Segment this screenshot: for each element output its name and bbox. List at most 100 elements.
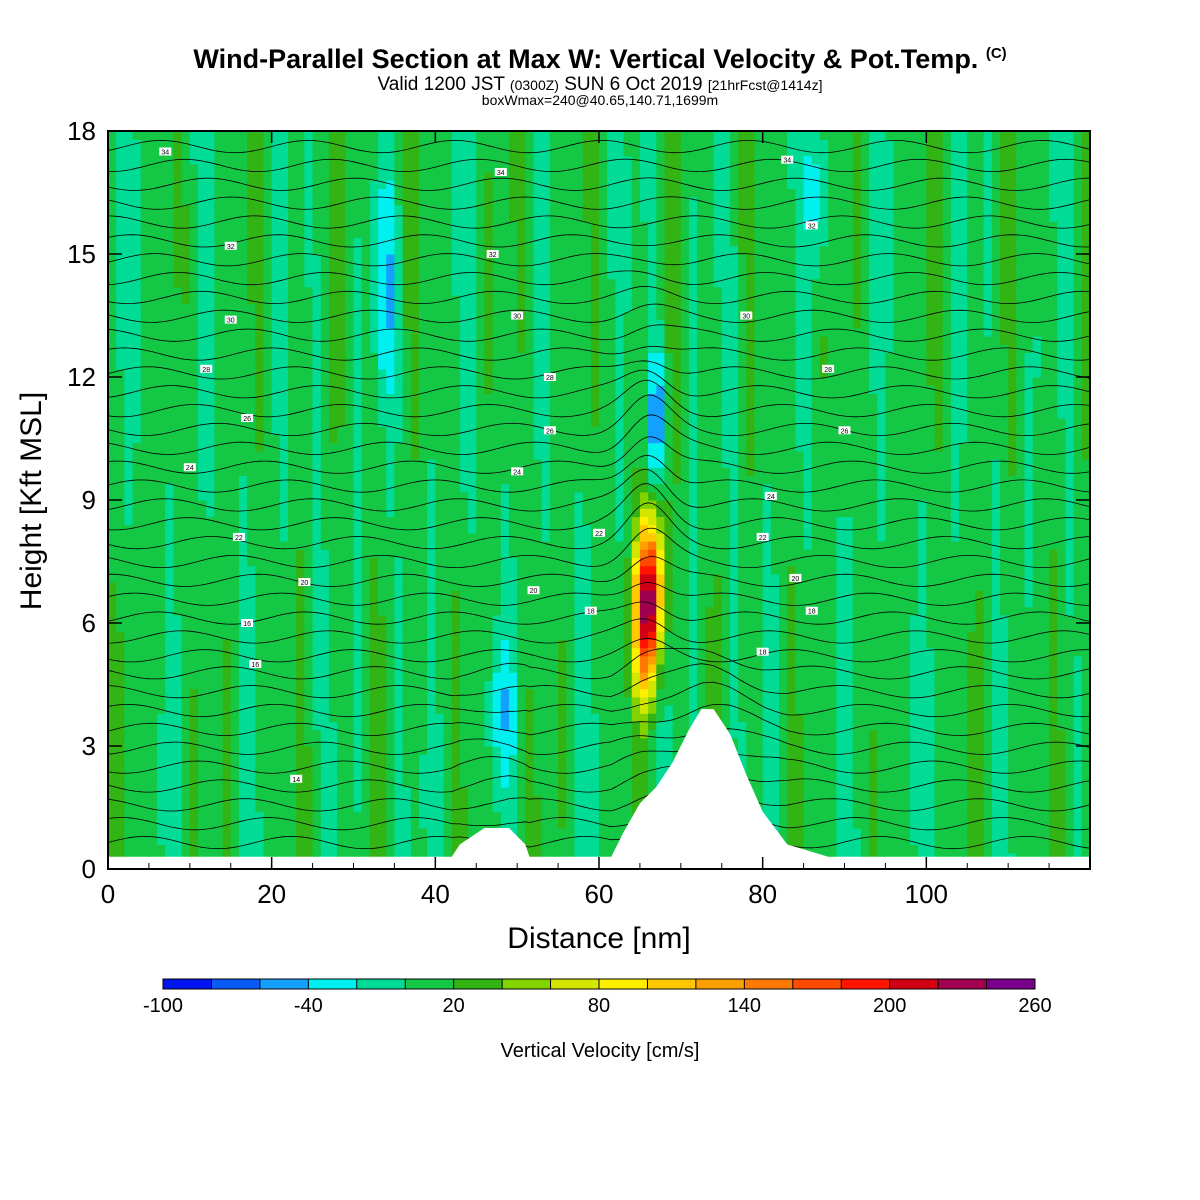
velocity-cell [222, 565, 232, 575]
velocity-cell [320, 237, 330, 247]
velocity-cell [214, 721, 224, 731]
velocity-cell [378, 623, 387, 632]
velocity-cell [132, 721, 142, 731]
velocity-cell [492, 606, 502, 616]
velocity-cell [459, 409, 469, 419]
velocity-cell [108, 418, 117, 427]
velocity-cell [443, 368, 453, 378]
velocity-cell [173, 721, 183, 731]
velocity-cell [369, 475, 379, 485]
velocity-cell [296, 409, 305, 419]
velocity-cell [508, 729, 518, 739]
velocity-cell [230, 475, 240, 485]
velocity-cell [304, 131, 314, 140]
velocity-cell [288, 131, 297, 140]
velocity-cell [541, 737, 551, 747]
velocity-cell [157, 319, 166, 329]
velocity-cell [533, 549, 543, 558]
velocity-cell [476, 311, 486, 321]
velocity-cell [189, 204, 199, 214]
velocity-cell [288, 221, 297, 230]
velocity-cell [361, 565, 371, 575]
velocity-cell [435, 754, 445, 763]
velocity-cell [198, 500, 207, 509]
velocity-cell [517, 737, 526, 747]
velocity-cell [148, 655, 158, 665]
velocity-cell [189, 828, 199, 837]
velocity-cell [148, 754, 158, 763]
velocity-cell [198, 655, 207, 665]
velocity-cell [525, 573, 535, 583]
velocity-cell [418, 352, 428, 362]
velocity-cell [443, 508, 453, 517]
velocity-cell [222, 688, 232, 698]
velocity-cell [320, 844, 330, 854]
velocity-cell [247, 147, 256, 157]
velocity-cell [435, 762, 445, 772]
velocity-cell [304, 237, 314, 247]
velocity-cell [468, 147, 477, 157]
velocity-cell [222, 352, 232, 362]
velocity-cell [402, 303, 412, 312]
velocity-cell [312, 811, 322, 821]
velocity-cell [345, 409, 355, 419]
velocity-cell [549, 467, 559, 476]
velocity-cell [549, 483, 559, 493]
velocity-cell [361, 819, 371, 829]
velocity-cell [451, 762, 461, 772]
velocity-cell [443, 746, 453, 755]
velocity-cell [157, 500, 166, 509]
velocity-cell [369, 172, 379, 181]
velocity-cell [468, 262, 477, 271]
velocity-cell [173, 836, 183, 845]
velocity-cell [418, 483, 428, 493]
velocity-cell [222, 344, 232, 353]
velocity-cell [189, 278, 199, 288]
velocity-cell [410, 680, 420, 690]
velocity-cell [394, 590, 404, 599]
velocity-cell [320, 655, 330, 665]
velocity-cell [451, 360, 461, 370]
velocity-cell [492, 131, 502, 140]
velocity-cell [132, 606, 142, 616]
velocity-cell [132, 828, 142, 837]
velocity-cell [206, 311, 215, 321]
velocity-cell [353, 516, 363, 526]
velocity-cell [337, 500, 346, 509]
velocity-cell [124, 196, 134, 206]
velocity-cell [418, 647, 428, 657]
velocity-cell [468, 647, 477, 657]
velocity-cell [345, 155, 355, 165]
velocity-cell [132, 705, 142, 714]
velocity-cell [165, 221, 175, 230]
velocity-cell [214, 483, 224, 493]
velocity-cell [476, 426, 486, 435]
velocity-cell [459, 623, 469, 632]
velocity-cell [418, 254, 428, 263]
velocity-cell [198, 139, 207, 148]
velocity-cell [435, 811, 445, 821]
velocity-cell [386, 245, 396, 255]
velocity-cell [214, 450, 224, 460]
velocity-cell [369, 344, 379, 353]
velocity-cell [508, 229, 518, 239]
velocity-cell [558, 770, 567, 780]
velocity-cell [206, 713, 215, 722]
velocity-cell [353, 565, 363, 575]
velocity-cell [247, 516, 256, 526]
velocity-cell [402, 155, 412, 165]
velocity-cell [427, 541, 436, 550]
velocity-cell [279, 819, 289, 829]
velocity-cell [279, 204, 289, 214]
velocity-cell [345, 516, 355, 526]
velocity-cell [230, 746, 240, 755]
velocity-cell [418, 795, 428, 804]
velocity-cell [541, 655, 551, 665]
velocity-cell [418, 713, 428, 722]
velocity-cell [533, 639, 543, 649]
velocity-cell [206, 557, 215, 567]
velocity-cell [173, 352, 183, 362]
velocity-cell [247, 787, 256, 796]
velocity-cell [271, 368, 281, 378]
velocity-cell [443, 172, 453, 181]
